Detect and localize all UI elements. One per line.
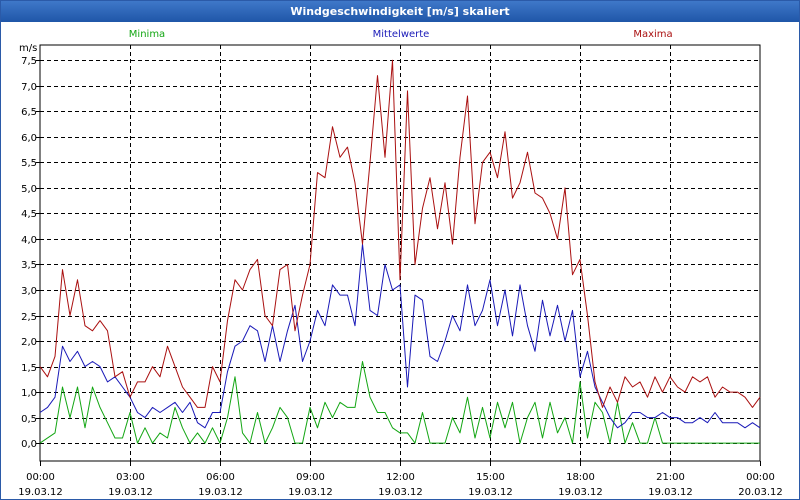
x-tick-date-label: 19.03.12 <box>288 487 333 498</box>
y-tick-label: 3,0 <box>21 286 37 297</box>
x-tick-time-label: 00:00 <box>26 472 55 483</box>
y-tick-label: 4,0 <box>21 235 37 246</box>
y-tick-label: 1,5 <box>21 363 37 374</box>
x-tick-time-label: 00:00 <box>746 472 775 483</box>
y-tick-label: 7,5 <box>21 56 37 67</box>
x-tick-date-label: 19.03.12 <box>18 487 63 498</box>
x-tick-time-label: 21:00 <box>656 472 685 483</box>
y-tick-label: 2,5 <box>21 312 37 323</box>
legend-maxima: Maxima <box>633 29 672 40</box>
y-tick-label: 3,5 <box>21 260 37 271</box>
x-tick-time-label: 06:00 <box>206 472 235 483</box>
y-tick-label: 5,5 <box>21 158 37 169</box>
y-tick-label: 2,0 <box>21 337 37 348</box>
x-tick-time-label: 18:00 <box>566 472 595 483</box>
y-axis-ticks: 0,0 0,5 1,0 1,5 2,0 2,5 3,0 3,5 4,0 4,5 5,0 5,5 6,0 6… <box>21 56 40 450</box>
x-tick-time-label: 09:00 <box>296 472 325 483</box>
y-tick-label: 0,0 <box>21 439 37 450</box>
x-tick-date-label: 19.03.12 <box>198 487 243 498</box>
x-tick-time-label: 12:00 <box>386 472 415 483</box>
x-axis-ticks: 00:00 19.03.12 03:00 19.03.12 06:00 19.03.12 0… <box>18 461 783 498</box>
x-tick-date-label: 19.03.12 <box>108 487 153 498</box>
series-line-mittelwerte <box>39 243 761 429</box>
series <box>39 59 761 444</box>
x-tick-date-label: 19.03.12 <box>378 487 423 498</box>
series-line-minima <box>39 361 760 444</box>
grid <box>40 45 760 461</box>
x-tick-date-label: 19.03.12 <box>468 487 513 498</box>
x-tick-date-label: 19.03.12 <box>558 487 603 498</box>
y-tick-label: 6,0 <box>21 133 37 144</box>
x-tick-time-label: 15:00 <box>476 472 505 483</box>
series-line-maxima <box>39 59 761 408</box>
legend-mittelwerte: Mittelwerte <box>373 29 430 40</box>
y-tick-label: 5,0 <box>21 184 37 195</box>
window-title: Windgeschwindigkeit [m/s] skaliert <box>1 1 799 22</box>
x-tick-date-label: 19.03.12 <box>648 487 693 498</box>
y-tick-label: 6,5 <box>21 107 37 118</box>
y-tick-label: 1,0 <box>21 388 37 399</box>
y-tick-label: 0,5 <box>21 414 37 425</box>
x-tick-date-label: 20.03.12 <box>738 487 783 498</box>
legend: Minima Mittelwerte Maxima <box>129 29 673 40</box>
y-tick-label: 4,5 <box>21 209 37 220</box>
x-tick-time-label: 03:00 <box>116 472 145 483</box>
y-tick-label: 7,0 <box>21 82 37 93</box>
y-axis-label: m/s <box>19 43 37 54</box>
legend-minima: Minima <box>129 29 165 40</box>
